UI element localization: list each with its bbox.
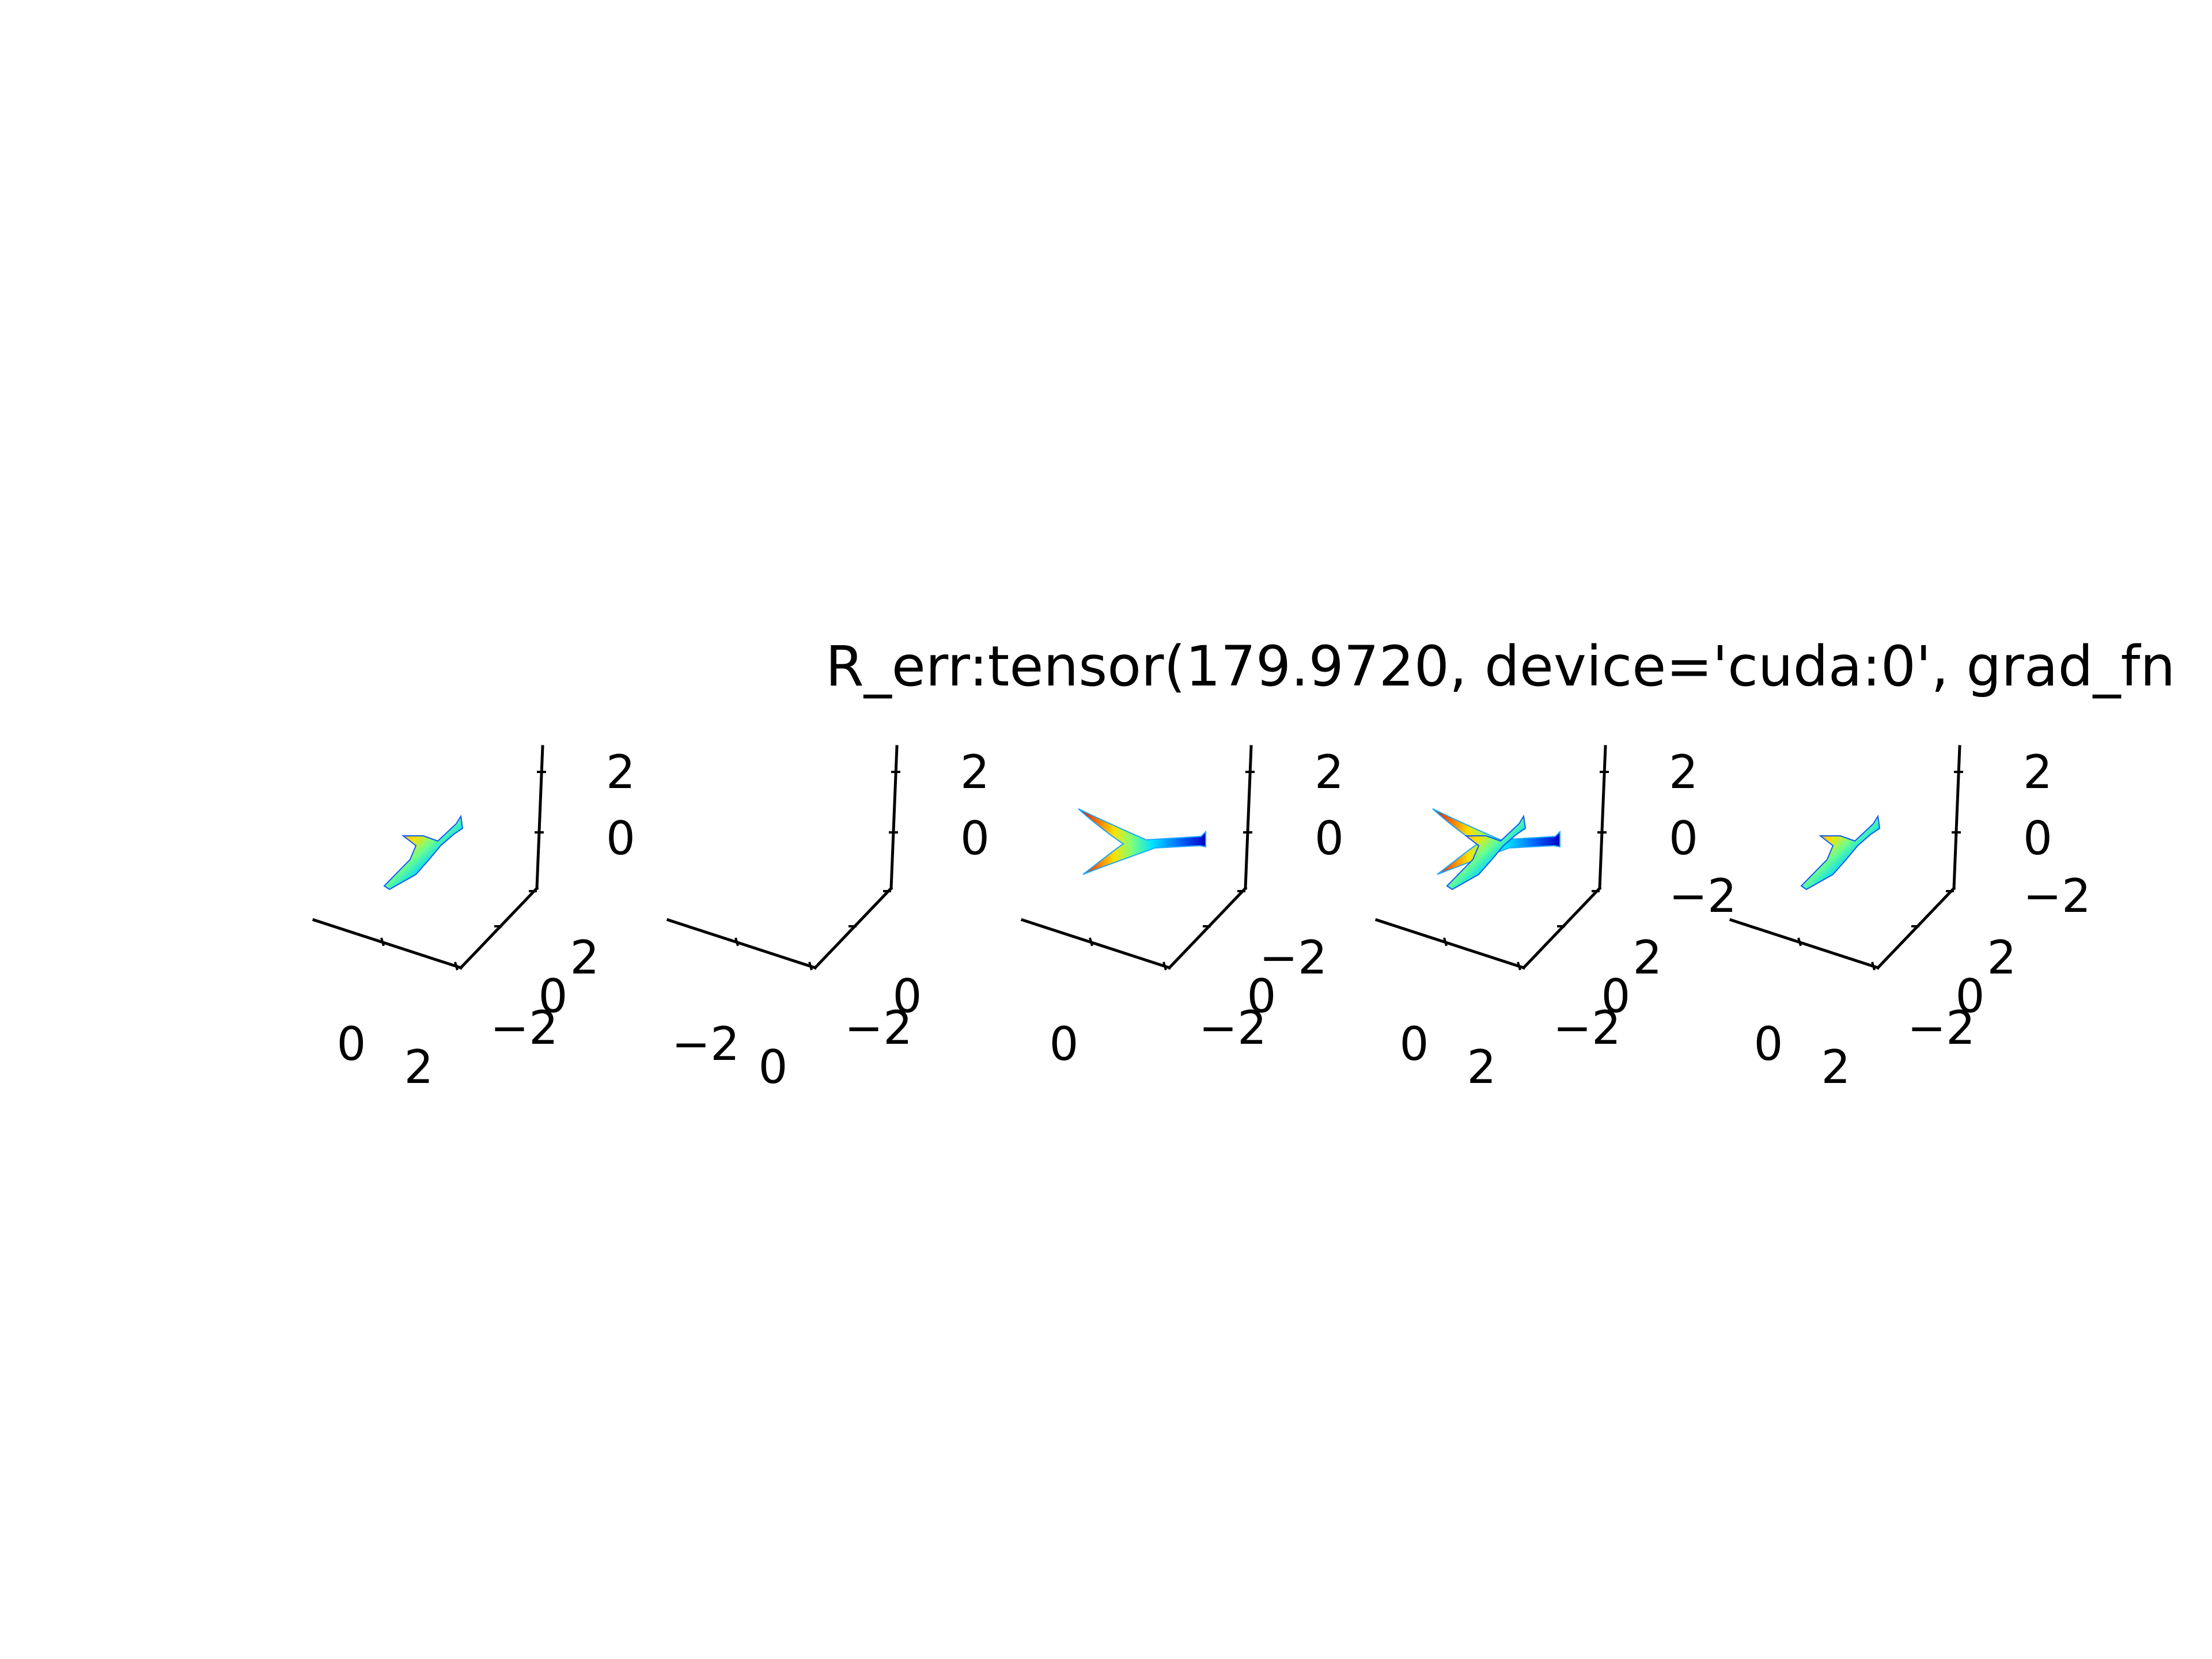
z-tick-label: −2 <box>2023 869 2091 923</box>
x-tick-label: 2 <box>404 1040 434 1094</box>
x-tick-label: 0 <box>1754 1017 1783 1071</box>
x-tick-mark <box>1871 961 1876 971</box>
x-axis-line <box>312 918 463 970</box>
x-tick-mark <box>1089 937 1093 946</box>
y-axis-line <box>459 886 539 970</box>
y-axis-line <box>1876 886 1956 970</box>
x-tick-mark <box>1443 937 1448 946</box>
y-axis-line <box>1521 886 1602 970</box>
y-tick-label: 0 <box>1956 969 1985 1023</box>
x-tick-label: 0 <box>1400 1017 1429 1071</box>
panel-2: 20−2 0−20 <box>666 745 1206 1094</box>
z-tick-label: 0 <box>1669 812 1698 865</box>
y-tick-label: 0 <box>1601 969 1631 1023</box>
chart-title: R_err:tensor(179.9720, device='cuda:0', … <box>825 634 2175 699</box>
x-tick-label: 0 <box>337 1017 366 1071</box>
surface <box>1078 808 1206 875</box>
x-axis-line <box>1020 918 1172 970</box>
z-tick-label: 2 <box>960 745 990 799</box>
x-tick-mark <box>380 937 385 946</box>
x-axis-line <box>1729 918 1880 970</box>
z-tick-label: 2 <box>1669 745 1698 799</box>
x-tick-mark <box>808 961 813 971</box>
y-tick-label: 2 <box>1987 931 2017 984</box>
y-tick-label: −2 <box>1259 931 1327 984</box>
y-axis-line <box>813 886 893 970</box>
x-tick-mark <box>1162 961 1167 971</box>
z-tick-label: 0 <box>606 812 635 865</box>
y-tick-label: 2 <box>1633 931 1662 984</box>
z-tick-label: 2 <box>1315 745 1344 799</box>
y-axis-line <box>1167 886 1248 970</box>
y-tick-label: −2 <box>1907 1001 1975 1055</box>
x-tick-mark <box>1517 961 1521 971</box>
y-tick-label: 0 <box>539 969 568 1023</box>
z-axis-line <box>535 745 544 890</box>
z-axis-line <box>1952 745 1961 890</box>
z-tick-label: 0 <box>2023 812 2052 865</box>
x-tick-mark <box>1797 937 1802 946</box>
z-axis-line <box>889 745 899 890</box>
panel-3: 200 −20−2 <box>1020 745 1560 1071</box>
y-tick-label: −2 <box>844 1001 912 1055</box>
z-axis-line <box>1598 745 1607 890</box>
surface <box>1800 815 1881 891</box>
x-tick-label: 0 <box>759 1040 788 1094</box>
z-tick-label: 0 <box>960 812 990 865</box>
x-tick-mark <box>454 961 459 971</box>
panel-1: 200 2−202 <box>312 745 635 1094</box>
y-tick-label: 2 <box>570 931 600 984</box>
y-tick-label: −2 <box>1553 1001 1621 1055</box>
x-tick-label: 2 <box>1821 1040 1851 1094</box>
x-axis-line <box>1374 918 1526 970</box>
z-tick-label: 2 <box>2023 745 2052 799</box>
y-tick-label: 0 <box>1247 969 1277 1023</box>
z-tick-label: −2 <box>1669 869 1737 923</box>
surface <box>1446 815 1527 891</box>
x-axis-line <box>666 918 817 970</box>
z-tick-label: 2 <box>606 745 635 799</box>
panel-5: 20−20 2−202 <box>1729 745 2091 1094</box>
y-tick-label: −2 <box>490 1001 558 1055</box>
surface <box>383 815 464 891</box>
x-tick-label: 2 <box>1467 1040 1497 1094</box>
x-tick-label: 0 <box>1050 1017 1079 1071</box>
z-tick-label: 0 <box>1315 812 1344 865</box>
x-tick-label: −2 <box>672 1017 740 1071</box>
panel-4: 20−20 2−202 <box>1374 745 1737 1094</box>
x-tick-mark <box>734 937 739 946</box>
z-axis-line <box>1244 745 1253 890</box>
y-tick-label: −2 <box>1199 1001 1267 1055</box>
y-tick-label: 0 <box>893 969 922 1023</box>
